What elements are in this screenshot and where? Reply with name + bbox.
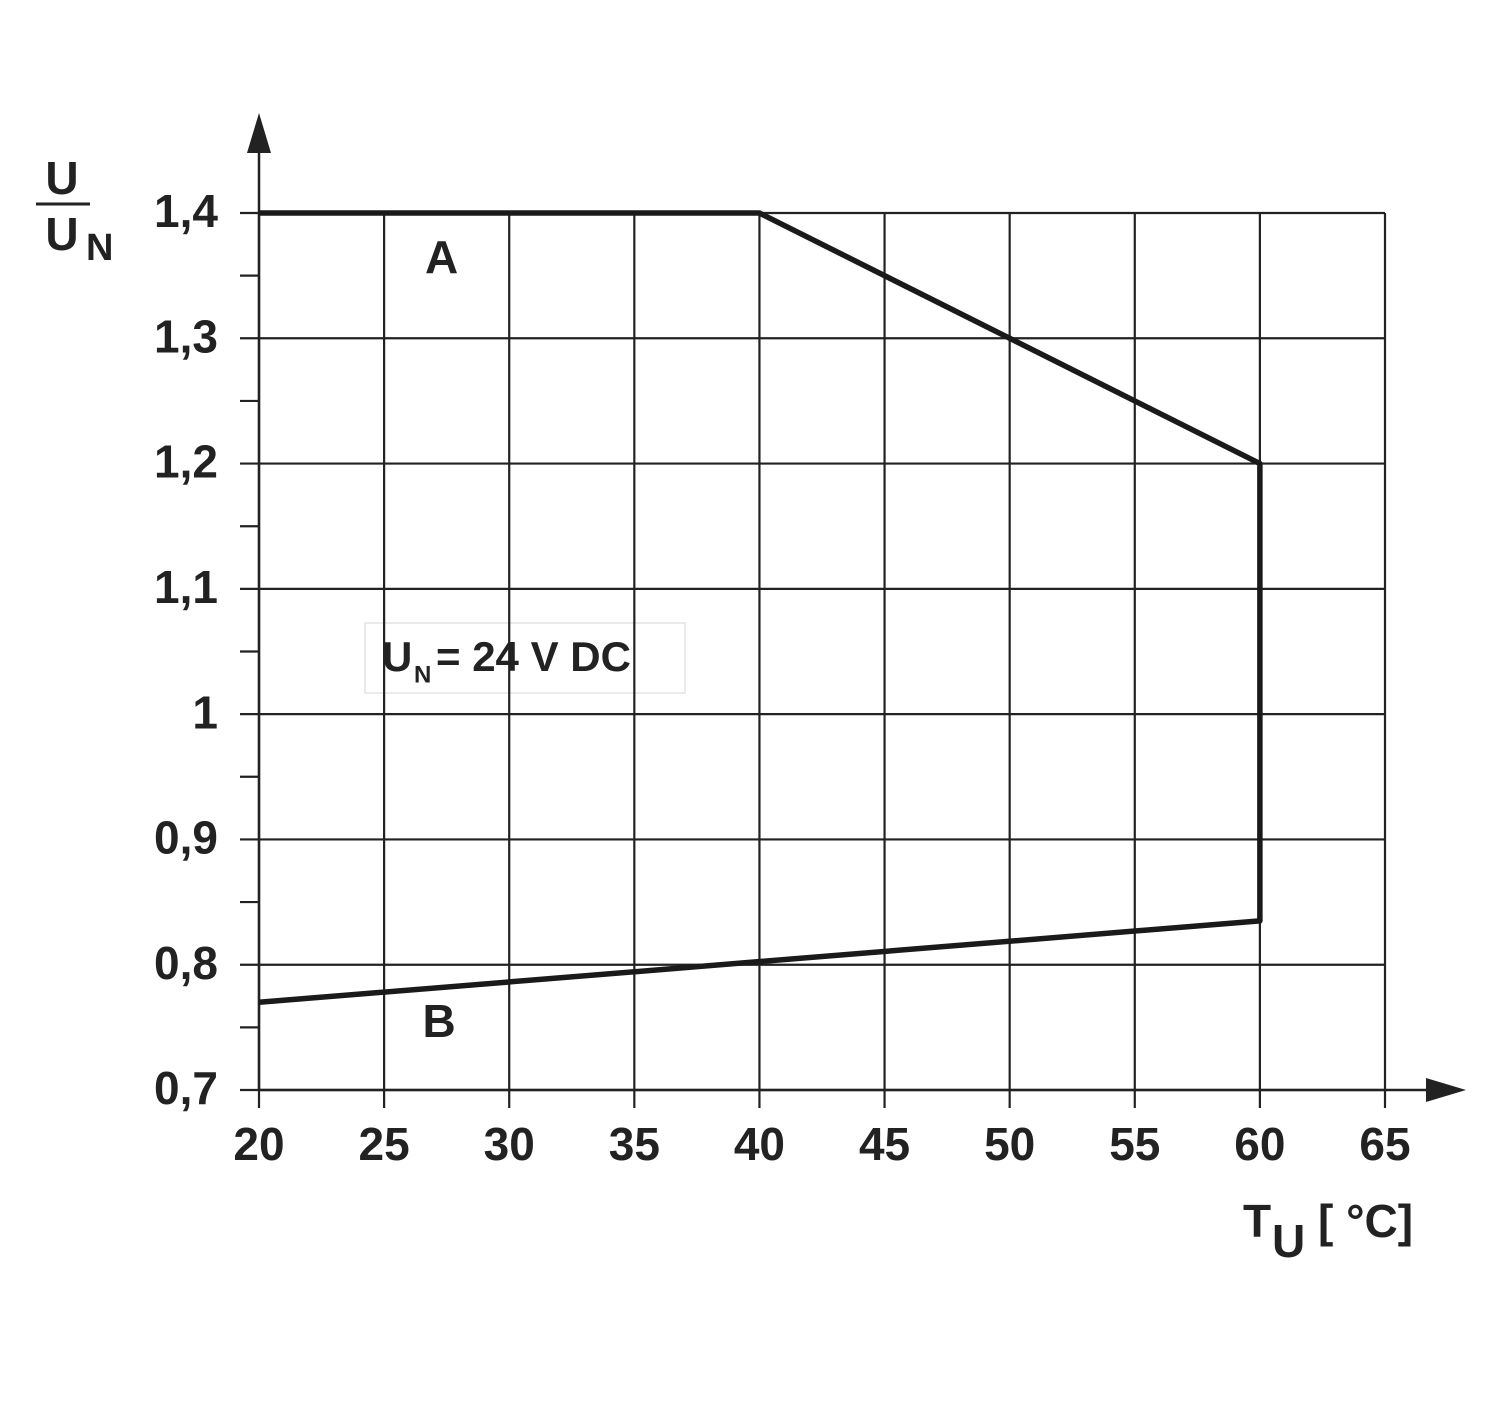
x-label-subscript: U [1272, 1215, 1305, 1267]
note-text: = 24 V DC [436, 633, 631, 680]
y-tick-label: 0,8 [154, 937, 218, 989]
x-tick-label: 20 [233, 1118, 284, 1170]
x-arrow [1426, 1078, 1466, 1102]
y-label-denominator: U [45, 208, 78, 260]
y-tick-label: 1,4 [154, 185, 218, 237]
y-label-subscript: N [86, 227, 113, 269]
y-tick-label: 1,1 [154, 561, 218, 613]
annotation: B [423, 995, 456, 1047]
x-tick-label: 45 [859, 1118, 910, 1170]
x-label-unit: [ °C] [1318, 1195, 1413, 1247]
curve [258, 210, 1263, 1006]
annotation: A [425, 231, 458, 283]
x-tick-label: 65 [1359, 1118, 1410, 1170]
x-tick-label: 50 [984, 1118, 1035, 1170]
x-label-symbol: T [1243, 1195, 1271, 1247]
y-tick-label: 0,9 [154, 812, 218, 864]
y-tick-label: 1,3 [154, 310, 218, 362]
y-tick-label: 1 [192, 686, 218, 738]
x-tick-label: 55 [1109, 1118, 1160, 1170]
x-tick-label: 60 [1234, 1118, 1285, 1170]
x-tick-label: 40 [734, 1118, 785, 1170]
note-symbol: U [382, 633, 412, 680]
x-tick-label: 25 [359, 1118, 410, 1170]
y-tick-label: 1,2 [154, 436, 218, 488]
x-tick-label: 30 [484, 1118, 535, 1170]
y-tick-label: 0,7 [154, 1062, 218, 1114]
y-label-numerator: U [45, 152, 78, 204]
x-tick-label: 35 [609, 1118, 660, 1170]
note-subscript: N [414, 661, 431, 688]
note-box [364, 622, 686, 694]
y-arrow [247, 113, 271, 153]
